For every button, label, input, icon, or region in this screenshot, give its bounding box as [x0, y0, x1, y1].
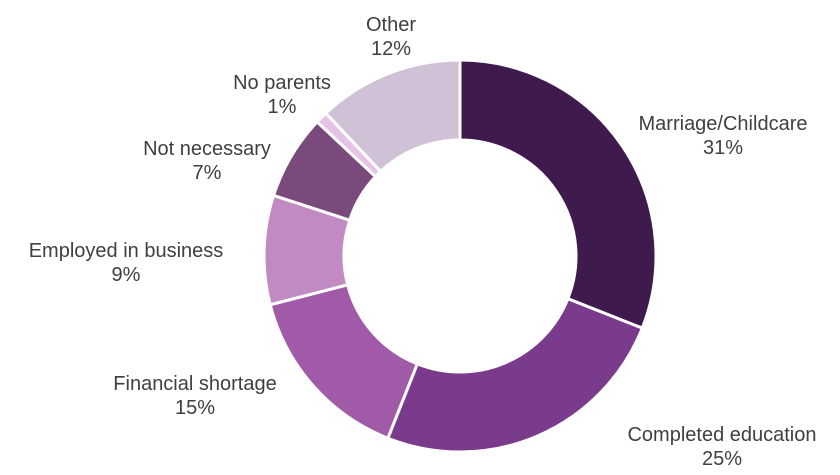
- slice-label-financial-shortage: Financial shortage 15%: [113, 373, 276, 419]
- slice-label-completed-education: Completed education 25%: [627, 424, 816, 470]
- slices-group: [262, 58, 658, 454]
- slice-value-text: 31%: [703, 137, 743, 159]
- slice-completed-education: [385, 296, 645, 454]
- labels-group: Marriage/Childcare 31% Completed education…: [29, 14, 817, 470]
- slice-label-no-parents: No parents 1%: [233, 72, 331, 118]
- slice-value-text: 25%: [702, 448, 742, 470]
- slice-label-not-necessary: Not necessary 7%: [143, 138, 271, 184]
- slice-category-text: No parents: [233, 72, 331, 94]
- slice-marriage-childcare: [458, 58, 658, 331]
- slice-value-text: 9%: [112, 264, 141, 286]
- slice-category-text: Not necessary: [143, 138, 271, 160]
- slice-financial-shortage: [268, 283, 420, 441]
- slice-value-text: 1%: [268, 96, 297, 118]
- slice-category-text: Other: [366, 14, 416, 36]
- slice-category-text: Completed education: [627, 424, 816, 446]
- slice-category-text: Employed in business: [29, 240, 224, 262]
- slice-other: [323, 58, 462, 174]
- slice-value-text: 15%: [175, 397, 215, 419]
- slice-category-text: Marriage/Childcare: [639, 113, 808, 135]
- slice-label-other: Other 12%: [366, 14, 416, 60]
- slice-value-text: 12%: [371, 38, 411, 60]
- slice-label-employed-in-business: Employed in business 9%: [29, 240, 224, 286]
- slice-value-text: 7%: [193, 162, 222, 184]
- slice-label-marriage-childcare: Marriage/Childcare 31%: [639, 113, 808, 159]
- slice-category-text: Financial shortage: [113, 373, 276, 395]
